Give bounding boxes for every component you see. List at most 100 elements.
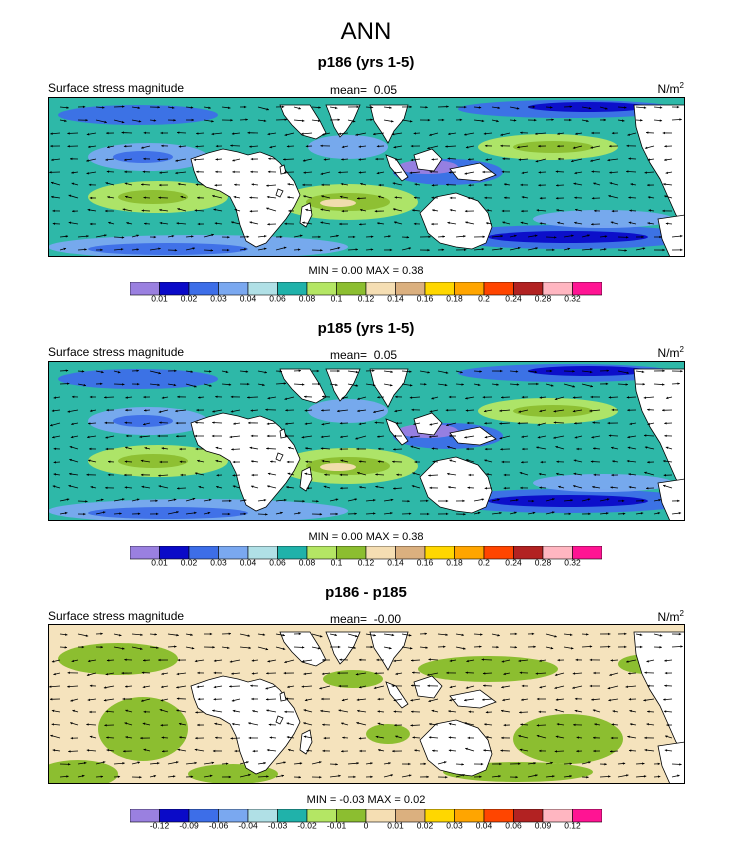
wind-vector-head bbox=[372, 383, 376, 387]
wind-vector-head bbox=[612, 460, 615, 463]
wind-vector-head bbox=[483, 409, 487, 413]
wind-vector-head bbox=[373, 512, 376, 515]
wind-vector-head bbox=[302, 159, 306, 162]
wind-vector-head bbox=[662, 131, 666, 135]
wind-vector-head bbox=[611, 408, 615, 412]
wind-vector-head bbox=[125, 685, 128, 688]
wind-vector-head bbox=[518, 410, 521, 413]
land-india bbox=[325, 631, 361, 665]
wind-vector-head bbox=[376, 145, 380, 148]
wind-vector-head bbox=[209, 632, 213, 636]
land-australia bbox=[419, 192, 493, 250]
wind-vector-head bbox=[593, 736, 596, 740]
wind-vector-head bbox=[282, 647, 286, 650]
wind-vector-head bbox=[358, 460, 362, 463]
wind-vector-head bbox=[408, 247, 412, 250]
wind-vector-head bbox=[316, 369, 320, 373]
wind-vector-head bbox=[573, 472, 577, 476]
wind-vector-head bbox=[299, 762, 303, 765]
wind-vector-head bbox=[409, 171, 413, 174]
map-frame bbox=[48, 624, 685, 784]
wind-vector-head bbox=[337, 246, 341, 250]
wind-vector-head bbox=[87, 659, 91, 663]
wind-vector-head bbox=[468, 183, 471, 187]
wind-vector-head bbox=[627, 435, 630, 439]
wind-vector-head bbox=[283, 171, 287, 174]
wind-vector-head bbox=[122, 383, 125, 386]
wind-vector-head bbox=[481, 498, 485, 501]
wind-vector-head bbox=[465, 671, 468, 674]
wind-vector-head bbox=[624, 106, 627, 109]
wind-vector-head bbox=[393, 448, 396, 451]
wind-vector-head bbox=[67, 145, 70, 148]
wind-vector-head bbox=[647, 460, 650, 464]
wind-vector-head bbox=[412, 736, 415, 739]
wind-vector-head bbox=[427, 673, 430, 677]
wind-vector-head bbox=[301, 435, 305, 439]
wind-vector-head bbox=[370, 118, 373, 121]
stress-contour bbox=[320, 199, 356, 207]
wind-vector-head bbox=[143, 710, 146, 714]
wind-vector-head bbox=[500, 448, 503, 451]
wind-vector-head bbox=[425, 106, 428, 109]
wind-vector-head bbox=[503, 486, 506, 490]
wind-vector-head bbox=[589, 370, 593, 374]
colorbar-tick-label: 0.18 bbox=[446, 558, 463, 567]
wind-vector-head bbox=[234, 183, 237, 186]
wind-vector-head bbox=[159, 171, 162, 174]
wind-vector-head bbox=[659, 645, 662, 649]
wind-vector-head bbox=[588, 106, 592, 110]
wind-vector-head bbox=[569, 118, 572, 122]
panel-3-minmax: MIN = -0.03 MAX = 0.02 bbox=[306, 794, 426, 806]
wind-vector-head bbox=[250, 409, 253, 412]
wind-vector-head bbox=[466, 459, 469, 462]
wind-vector-head bbox=[305, 145, 309, 148]
wind-vector-head bbox=[86, 159, 89, 162]
wind-vector-head bbox=[284, 397, 287, 401]
wind-vector-head bbox=[522, 447, 525, 451]
wind-vector-head bbox=[355, 634, 358, 638]
wind-vector-head bbox=[588, 761, 591, 764]
wind-vector-head bbox=[359, 208, 363, 212]
wind-vector-head bbox=[664, 671, 668, 675]
wind-vector-head bbox=[603, 248, 607, 251]
wind-vector-head bbox=[429, 423, 432, 426]
wind-vector-head bbox=[554, 397, 558, 401]
wind-vector-head bbox=[497, 634, 500, 637]
colorbar-swatch bbox=[572, 809, 602, 823]
wind-vector-head bbox=[195, 183, 199, 186]
wind-vector-head bbox=[485, 158, 488, 161]
wind-vector-head bbox=[555, 735, 559, 738]
wind-vector-head bbox=[107, 195, 110, 199]
wind-vector-head bbox=[499, 762, 502, 766]
wind-vector-head bbox=[485, 222, 489, 225]
wind-vector-head bbox=[176, 672, 180, 676]
wind-vector-head bbox=[177, 182, 181, 186]
wind-vector-head bbox=[665, 171, 669, 175]
wind-vector-head bbox=[249, 145, 252, 148]
wind-vector-head bbox=[593, 182, 596, 185]
wind-vector-head bbox=[586, 775, 589, 779]
wind-vector-head bbox=[594, 723, 597, 726]
wind-vector-head bbox=[215, 395, 218, 398]
wind-vector-head bbox=[303, 709, 307, 712]
wind-vector-head bbox=[501, 396, 504, 399]
wind-vector-head bbox=[514, 646, 518, 649]
wind-vector-head bbox=[552, 775, 555, 778]
wind-vector-head bbox=[424, 632, 427, 635]
wind-vector-head bbox=[268, 157, 271, 160]
wind-vector-head bbox=[337, 118, 340, 122]
wind-vector-head bbox=[642, 762, 645, 765]
wind-vector-head bbox=[212, 749, 216, 753]
wind-vector-head bbox=[521, 684, 525, 688]
wind-vector-head bbox=[158, 485, 162, 488]
wind-vector-head bbox=[50, 132, 53, 135]
wind-vector-head bbox=[86, 171, 89, 175]
wind-vector-head bbox=[178, 145, 182, 148]
wind-vector-head bbox=[676, 105, 680, 109]
wind-vector-head bbox=[144, 446, 148, 450]
wind-vector-head bbox=[411, 408, 414, 412]
wind-vector-head bbox=[125, 396, 128, 399]
wind-vector-head bbox=[301, 383, 305, 386]
wind-vector-head bbox=[159, 208, 162, 212]
